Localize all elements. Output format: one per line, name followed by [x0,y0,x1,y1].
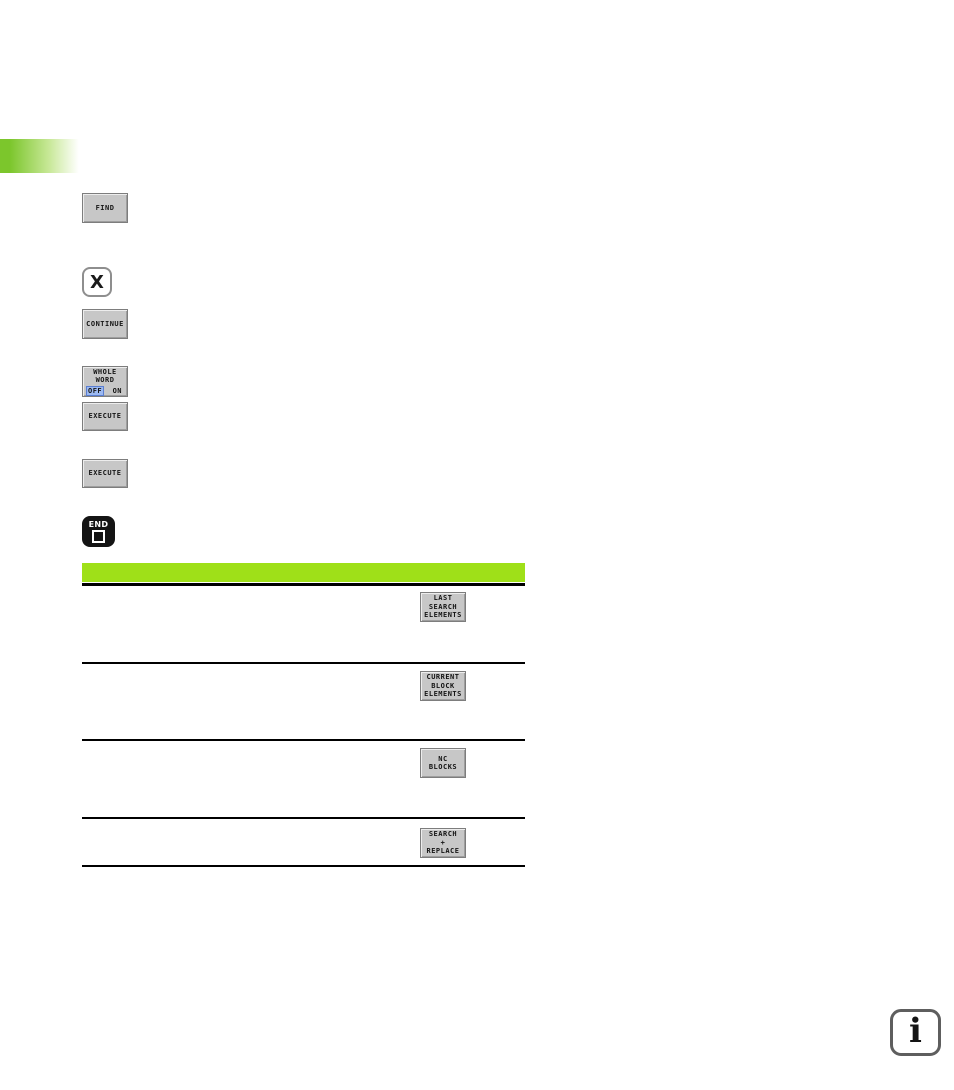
last-search-elements-softkey[interactable]: LAST SEARCH ELEMENTS [420,592,466,622]
execute-softkey-2[interactable]: EXECUTE [82,459,128,488]
continue-softkey-label: CONTINUE [86,319,124,328]
whole-word-line1: WHOLE [93,367,117,376]
softkey-label-line: CURRENT [426,673,460,682]
softkey-label-line: LAST [433,594,453,603]
whole-word-softkey[interactable]: WHOLE WORD OFF ON [82,366,128,397]
table-header-bar [82,563,525,582]
x-key-label: X [90,271,104,293]
softkey-label-line: ELEMENTS [424,611,462,620]
continue-softkey[interactable]: CONTINUE [82,309,128,339]
execute-softkey-2-label: EXECUTE [88,469,122,478]
softkey-label-line: NC [438,754,448,763]
info-icon-glyph: i [909,1011,922,1051]
table-row: CURRENT BLOCK ELEMENTS [82,664,525,741]
table-row: SEARCH + REPLACE [82,819,525,867]
whole-word-state-row: OFF ON [83,385,127,396]
table-header-rule [82,583,525,586]
off-state-badge: OFF [86,385,105,396]
execute-softkey-1[interactable]: EXECUTE [82,402,128,431]
current-block-elements-softkey[interactable]: CURRENT BLOCK ELEMENTS [420,671,466,701]
info-icon: i [890,1009,941,1056]
chapter-tab-marker [0,139,82,173]
whole-word-line2: WORD [95,376,115,384]
search-replace-softkey[interactable]: SEARCH + REPLACE [420,828,466,858]
table-row: LAST SEARCH ELEMENTS [82,586,525,664]
execute-softkey-1-label: EXECUTE [88,412,122,421]
softkey-label-line: BLOCKS [428,763,458,771]
x-key[interactable]: X [82,267,112,297]
softkey-label-line: SEARCH [428,602,458,611]
nc-blocks-softkey[interactable]: NC BLOCKS [420,748,466,778]
find-softkey[interactable]: FIND [82,193,128,223]
softkey-label-line: REPLACE [426,847,460,856]
on-state-label: ON [112,386,122,395]
end-key-square-icon [92,530,105,543]
softkey-label-line: ELEMENTS [424,690,462,699]
softkey-label-line: BLOCK [431,681,455,690]
softkey-label-line: + [440,838,446,847]
end-key[interactable]: END [82,516,115,547]
table-row: NC BLOCKS [82,741,525,819]
find-softkey-label: FIND [95,203,115,212]
end-key-label: END [88,520,109,529]
softkey-label-line: SEARCH [428,830,458,839]
